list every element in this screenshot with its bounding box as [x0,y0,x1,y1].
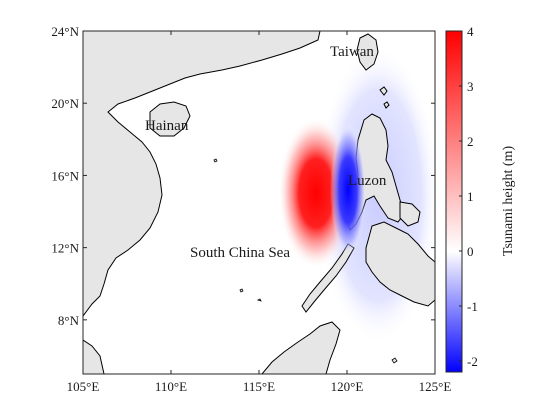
palawan-island [301,243,355,313]
lon-tick-label: 115°E [243,379,275,394]
visayas-island [399,201,421,227]
malay-region [83,339,105,374]
batanes-islands [379,86,390,109]
lon-tick-label: 105°E [67,379,100,394]
colorbar-ticks: 4 3 2 1 0 -1 -2 [459,24,478,369]
negative-wave-trough [330,124,366,256]
label-taiwan: Taiwan [330,44,374,60]
lat-tick-label: 12°N [51,241,79,256]
lon-tick-label: 125°E [419,379,452,394]
colorbar [445,30,463,373]
land-masses [83,31,435,374]
label-south-china-sea: South China Sea [190,245,290,261]
lat-tick-label: 16°N [51,168,79,183]
taiwan-island [356,33,379,71]
colorbar-tick-label: 3 [467,79,474,94]
colorbar-tick-label: 2 [467,134,474,149]
colorbar-tick-label: -2 [467,354,478,369]
colorbar-tick-label: 0 [467,244,474,259]
lat-tick-label: 20°N [51,96,79,111]
lat-tick-label: 24°N [51,24,79,39]
hainan-island [149,101,191,137]
label-hainan: Hainan [145,118,189,134]
mainland-asia [83,31,321,317]
lon-tick-label: 110°E [155,379,187,394]
small-islets [213,158,398,364]
borneo-island [261,321,341,374]
latitude-axis: 24°N 20°N 16°N 12°N 8°N [51,24,435,328]
lat-tick-label: 8°N [58,313,80,328]
label-luzon: Luzon [348,173,387,189]
colorbar-tick-label: 1 [467,189,474,204]
philippine-southern-islands [365,221,435,307]
longitude-axis: 105°E 110°E 115°E 120°E 125°E [67,31,452,394]
colorbar-tick-label: 4 [467,24,474,39]
colorbar-tick-label: -1 [467,299,478,314]
colorbar-label: Tsunami height (m) [501,146,516,257]
map-content [83,31,435,374]
lon-tick-label: 120°E [331,379,364,394]
